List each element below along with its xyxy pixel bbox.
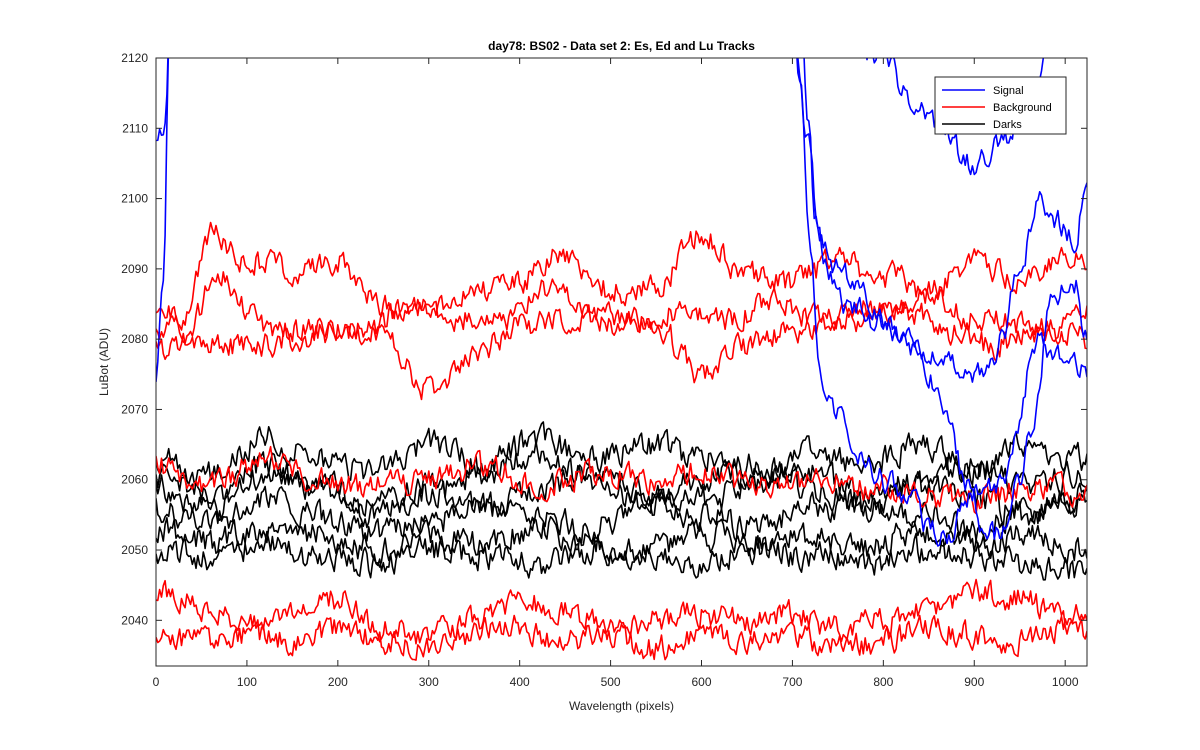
legend-label: Signal <box>993 85 1024 97</box>
x-tick-label: 400 <box>510 675 530 689</box>
y-tick-label: 2060 <box>121 473 148 487</box>
y-axis: 2040 2050 2060 2070 2080 2090 2100 2110 2120 <box>121 51 1087 627</box>
series-line-background <box>156 221 1087 331</box>
series-line-signal <box>156 58 1087 383</box>
y-tick-label: 2050 <box>121 543 148 557</box>
series-line-background <box>156 578 1087 645</box>
y-axis-label: LuBot (ADU) <box>97 328 111 396</box>
y-tick-label: 2080 <box>121 332 148 346</box>
plot-area <box>156 58 1087 666</box>
legend-label: Darks <box>993 119 1022 131</box>
series-line-darks <box>156 516 1087 568</box>
x-tick-label: 1000 <box>1052 675 1079 689</box>
x-tick-label: 200 <box>328 675 348 689</box>
x-tick-label: 500 <box>601 675 621 689</box>
x-axis: 0 100 200 300 400 500 600 700 800 900 1000 <box>153 58 1079 689</box>
y-tick-label: 2110 <box>122 121 148 135</box>
y-tick-label: 2070 <box>121 402 148 416</box>
legend-label: Background <box>993 102 1052 114</box>
series-line-darks <box>156 421 1087 493</box>
series-line-background <box>156 445 1087 515</box>
series-line-signal <box>803 58 1087 540</box>
series-line-background <box>156 287 1087 401</box>
series-line-background <box>156 614 1087 661</box>
x-tick-label: 800 <box>873 675 893 689</box>
legend: Signal Background Darks <box>934 76 1067 135</box>
y-tick-label: 2090 <box>121 262 148 276</box>
x-axis-label: Wavelength (pixels) <box>569 699 674 713</box>
x-tick-label: 0 <box>153 675 160 689</box>
x-tick-label: 700 <box>782 675 802 689</box>
series-layer <box>156 58 1087 661</box>
y-tick-label: 2040 <box>121 613 148 627</box>
series-line-darks <box>156 530 1087 581</box>
series-line-background <box>156 271 1087 363</box>
chart-title: day78: BS02 - Data set 2: Es, Ed and Lu … <box>488 39 755 53</box>
plot-frame <box>155 57 1088 667</box>
series-line-signal <box>156 58 1087 547</box>
y-tick-label: 2100 <box>121 192 148 206</box>
x-tick-label: 100 <box>237 675 257 689</box>
x-tick-label: 300 <box>419 675 439 689</box>
x-tick-label: 900 <box>964 675 984 689</box>
x-tick-label: 600 <box>691 675 711 689</box>
legend-box <box>934 76 1067 135</box>
y-tick-label: 2120 <box>121 51 148 65</box>
